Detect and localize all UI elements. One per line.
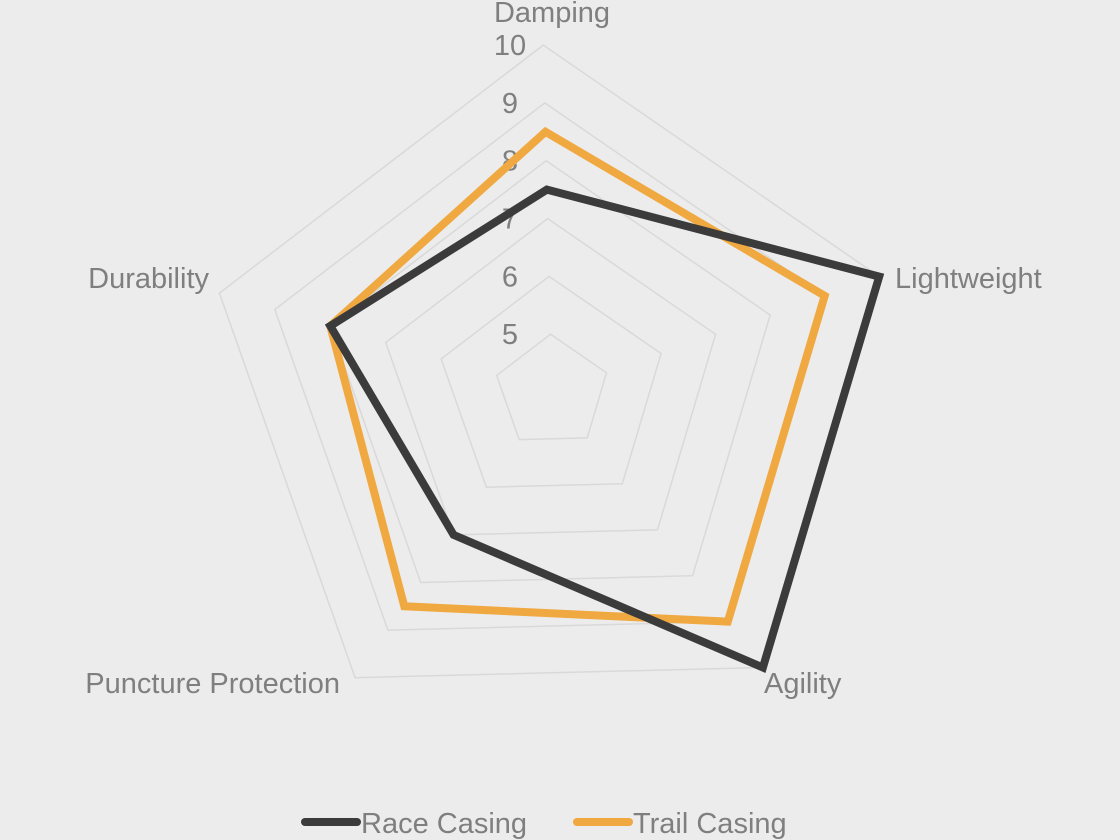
axis-label-durability: Durability xyxy=(88,263,209,295)
grid-ring-10 xyxy=(218,44,881,679)
grid-ring-5 xyxy=(495,333,608,441)
grid-ring-9 xyxy=(273,101,826,631)
axis-label-damping: Damping xyxy=(494,0,610,29)
grid-ring-7 xyxy=(384,217,717,536)
axis-label-lightweight: Lightweight xyxy=(895,263,1042,295)
grid-layer xyxy=(218,44,881,679)
series-race-casing xyxy=(324,185,885,673)
tick-label-10: 10 xyxy=(494,30,526,62)
series-layer xyxy=(324,126,885,673)
legend-label-race-casing: Race Casing xyxy=(361,808,527,840)
legend: Race Casing Trail Casing xyxy=(301,808,787,840)
grid-ring-6 xyxy=(440,275,662,488)
tick-label-5: 5 xyxy=(502,319,518,351)
tick-label-9: 9 xyxy=(502,88,518,120)
axis-label-agility: Agility xyxy=(764,668,842,700)
series-trail-casing xyxy=(325,126,830,626)
axis-label-layer: Damping Lightweight Agility Puncture Protec… xyxy=(85,0,1041,700)
legend-item-trail-casing: Trail Casing xyxy=(573,808,787,840)
axis-label-puncture-protection: Puncture Protection xyxy=(85,668,340,700)
legend-label-trail-casing: Trail Casing xyxy=(633,808,787,840)
legend-item-race-casing: Race Casing xyxy=(301,808,527,840)
tick-label-6: 6 xyxy=(502,261,518,293)
